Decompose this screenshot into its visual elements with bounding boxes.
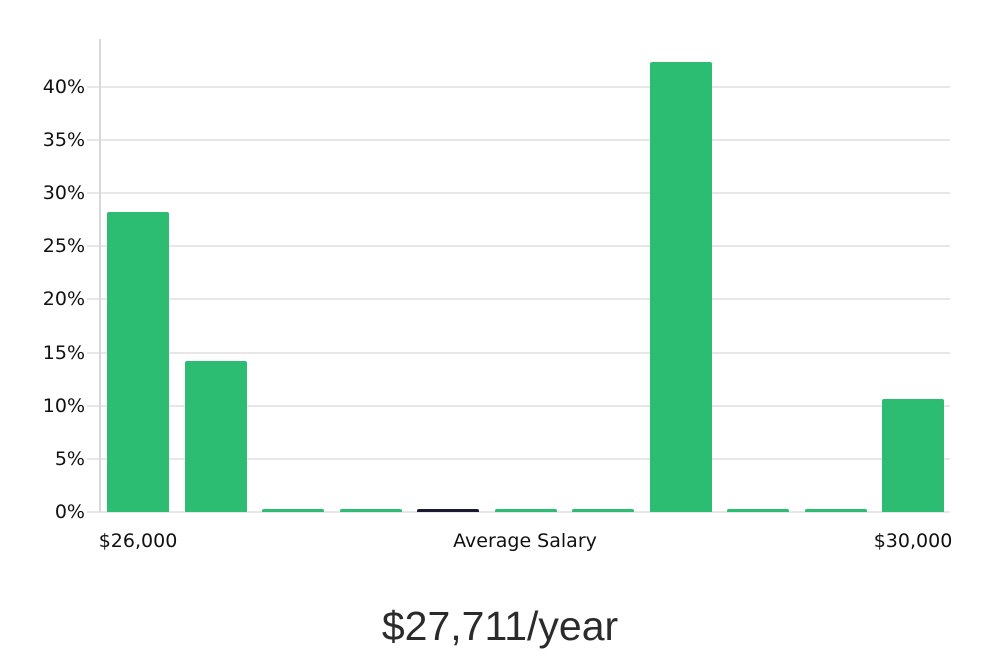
bar: [727, 508, 789, 512]
y-tick-label: 15%: [42, 341, 85, 364]
x-tick-label-max: $30,000: [873, 530, 953, 552]
gridline: [87, 404, 950, 407]
y-tick-label: 20%: [42, 288, 85, 311]
bar: [262, 508, 324, 512]
y-tick-label: 0%: [54, 501, 85, 523]
y-tick-label: 5%: [54, 447, 85, 470]
bar: [572, 508, 634, 512]
y-tick-label: 40%: [42, 75, 85, 98]
bar-average-salary-bin: [417, 508, 479, 512]
bar: [184, 361, 247, 512]
bar: [882, 399, 944, 512]
gridline: [87, 511, 950, 513]
bars: [100, 39, 950, 512]
gridline: [87, 298, 950, 301]
y-tick-label: 25%: [42, 235, 85, 258]
average-salary-value: $27,711/year: [381, 603, 619, 649]
plot-area: [87, 39, 950, 513]
y-tick-label: 10%: [42, 394, 85, 417]
gridline: [87, 85, 950, 88]
x-axis-title: Average Salary: [453, 530, 597, 552]
gridline: [87, 457, 950, 460]
y-axis-line: [99, 39, 101, 512]
bar: [107, 212, 169, 512]
gridline: [87, 138, 950, 141]
gridline: [87, 245, 950, 248]
gridline: [87, 351, 950, 354]
y-tick-label: 35%: [42, 128, 85, 151]
y-tick-label: 30%: [42, 182, 85, 205]
bar: [494, 508, 557, 512]
gridline: [87, 192, 950, 195]
bar: [804, 508, 867, 512]
x-tick-label-min: $26,000: [98, 530, 178, 552]
bar: [649, 62, 712, 512]
x-axis-labels: $26,000 Average Salary $30,000: [0, 529, 1000, 557]
bar: [339, 508, 402, 512]
y-axis-labels: 0% 5% 10% 15% 20% 25% 30% 35% 40%: [0, 39, 85, 523]
